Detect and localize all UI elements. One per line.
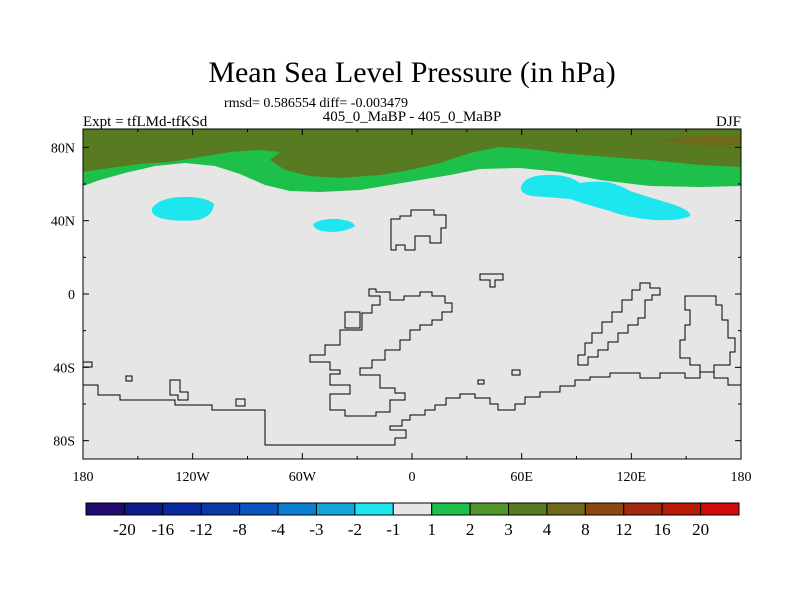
colorbar-swatch	[508, 502, 548, 516]
colorbar-label: 16	[654, 520, 671, 539]
y-axis: 80N 40N 0 40S 80S	[51, 141, 741, 450]
colorbar-swatch	[661, 502, 702, 516]
colorbar-label: 1	[427, 520, 436, 539]
north-pacific-low-region	[151, 196, 214, 221]
x-tick-label: 0	[409, 470, 416, 485]
colorbar-swatch	[162, 502, 202, 516]
x-tick-label: 60E	[510, 470, 533, 485]
north-atlantic-low-region	[313, 218, 355, 232]
colorbar-swatch	[546, 502, 586, 516]
colorbar-swatch	[123, 502, 164, 516]
coastlines	[83, 209, 741, 446]
colorbar-swatch	[85, 502, 125, 516]
subtitle-center: 405_0_MaBP - 405_0_MaBP	[323, 109, 502, 125]
colorbar-label: -16	[151, 520, 174, 539]
chart-title: Mean Sea Level Pressure (in hPa)	[208, 56, 615, 89]
colorbar-label: 2	[466, 520, 475, 539]
colorbar-swatch	[315, 502, 356, 516]
y-tick-label: 80N	[51, 141, 75, 156]
colorbar-swatch	[392, 502, 433, 516]
colorbar-label: -20	[113, 520, 136, 539]
colorbar-label: 4	[543, 520, 552, 539]
x-tick-label: 60W	[289, 470, 317, 485]
colorbar-label: -1	[386, 520, 400, 539]
label-left: Expt = tfLMd-tfKSd	[83, 114, 208, 130]
colorbar-label: -8	[233, 520, 247, 539]
colorbar-swatch	[431, 502, 471, 516]
arctic-small-region	[662, 135, 741, 146]
y-tick-label: 40S	[53, 361, 75, 376]
y-tick-label: 40N	[51, 215, 75, 230]
colorbar: -20 -16 -12 -8 -4 -3 -2 -1 1 2 3 4 8 12 16 20	[85, 502, 740, 539]
x-tick-label: 120W	[176, 470, 211, 485]
background-region	[83, 129, 741, 459]
y-tick-label: 0	[68, 288, 75, 303]
plot-area	[83, 129, 741, 459]
colorbar-swatch	[584, 502, 625, 516]
x-tick-label: 180	[731, 470, 752, 485]
colorbar-swatch	[469, 502, 510, 516]
label-right: DJF	[716, 114, 741, 130]
stats-label: rmsd= 0.586554 diff= -0.003479	[224, 96, 408, 111]
colorbar-swatch	[700, 502, 740, 516]
colorbar-label: -3	[309, 520, 323, 539]
colorbar-swatch	[354, 502, 394, 516]
x-tick-label: 180	[73, 470, 94, 485]
x-axis: 180 120W 60W 0 60E 120E 180	[73, 129, 752, 485]
colorbar-label: -4	[271, 520, 286, 539]
x-tick-label: 120E	[617, 470, 647, 485]
colorbar-swatch	[239, 502, 279, 516]
colorbar-swatch	[623, 502, 663, 516]
arctic-core-region	[83, 129, 741, 178]
colorbar-swatch	[200, 502, 241, 516]
colorbar-label: 3	[504, 520, 513, 539]
siberian-low-region	[520, 174, 691, 221]
colorbar-swatch	[277, 502, 317, 516]
colorbar-label: 12	[615, 520, 632, 539]
colorbar-label: 20	[692, 520, 709, 539]
colorbar-label: -2	[348, 520, 362, 539]
colorbar-label: 8	[581, 520, 590, 539]
y-tick-label: 80S	[53, 435, 75, 450]
colorbar-label: -12	[190, 520, 213, 539]
